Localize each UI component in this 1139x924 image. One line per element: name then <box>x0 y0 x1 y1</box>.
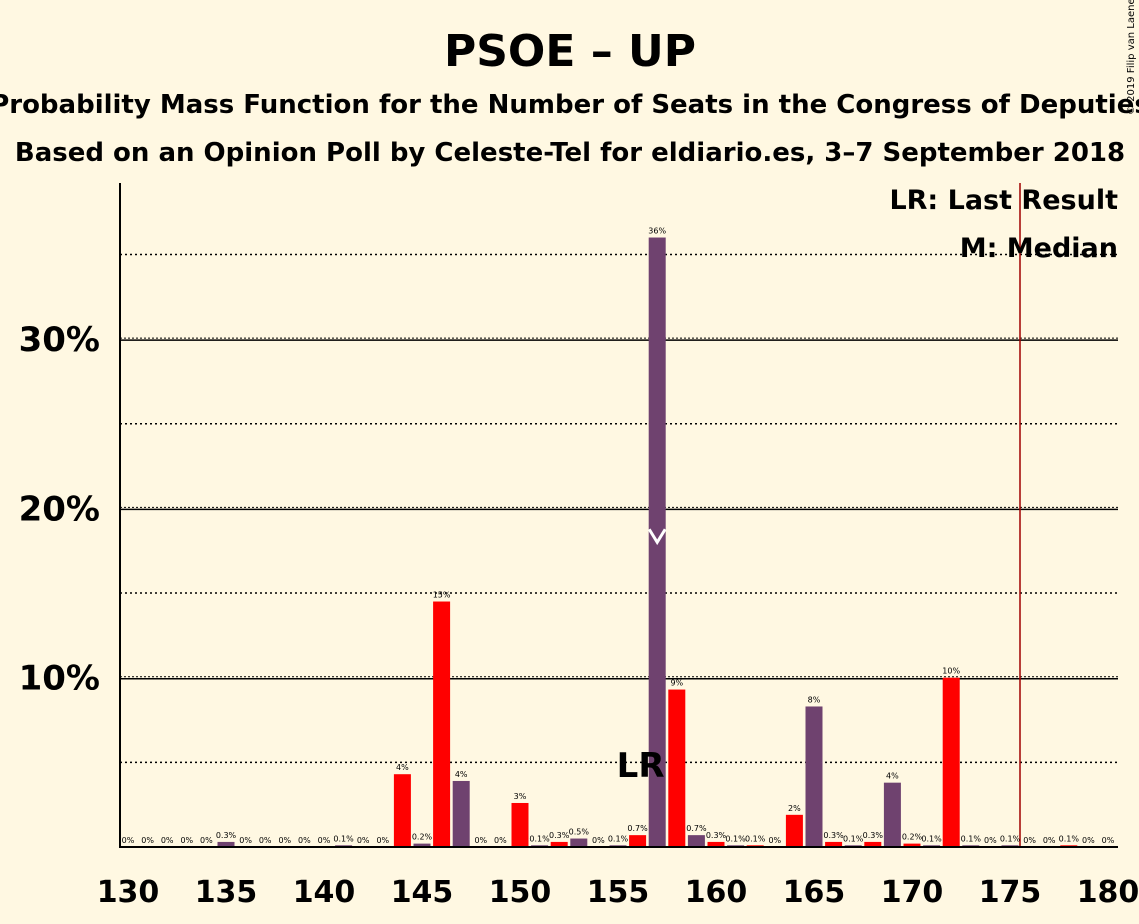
bar-label-160: 0.3% <box>706 831 727 840</box>
bar-seat-165 <box>805 706 823 847</box>
bar-labels-group: 0% 0% 0% 0% 0%0.3%0% 0% 0% 0% 0% 0.1% 0% 0%4%0.2%15… <box>122 227 1115 845</box>
bar-label-175: 0.1% <box>1000 834 1021 843</box>
bar-label-161: 0.1% <box>725 834 746 843</box>
chart-subtitle-2: Based on an Opinion Poll by Celeste-Tel … <box>15 138 1125 168</box>
bar-label-177: 0% <box>1043 836 1056 845</box>
bar-label-178: 0.1% <box>1059 834 1080 843</box>
x-tick-label: 175 <box>979 875 1042 910</box>
grid-lines <box>120 183 1118 847</box>
bar-label-140: 0% <box>318 836 331 845</box>
bar-label-141: 0.1% <box>333 834 354 843</box>
bar-label-131: 0% <box>141 836 154 845</box>
bar-seat-145 <box>413 843 431 847</box>
last-result-marker: LR <box>617 746 665 786</box>
bars-group <box>217 237 1078 847</box>
bar-label-180: 0% <box>1102 836 1115 845</box>
bar-seat-156 <box>629 835 647 847</box>
bar-seat-152 <box>550 841 568 847</box>
bar-label-176: 0% <box>1023 836 1036 845</box>
bar-label-162: 0.1% <box>745 834 766 843</box>
x-tick-label: 140 <box>293 875 356 910</box>
legend-last-result: LR: Last Result <box>889 185 1118 216</box>
bar-seat-146 <box>433 601 451 847</box>
x-tick-label: 135 <box>195 875 258 910</box>
bar-label-174: 0% <box>984 836 997 845</box>
bar-seat-144 <box>393 774 411 847</box>
bar-label-133: 0% <box>180 836 193 845</box>
bar-label-168: 0.3% <box>863 831 884 840</box>
bar-label-155: 0.1% <box>608 834 629 843</box>
chart-title: PSOE – UP <box>444 26 696 77</box>
bar-label-169: 4% <box>886 772 899 781</box>
bar-label-150: 3% <box>514 792 527 801</box>
bar-label-130: 0% <box>122 836 135 845</box>
bar-label-157: 36% <box>648 227 666 236</box>
bar-seat-160 <box>707 841 725 847</box>
y-tick-label: 30% <box>19 320 100 360</box>
legend-median: M: Median <box>960 233 1118 264</box>
bar-label-172: 10% <box>942 667 960 676</box>
bar-label-134: 0% <box>200 836 213 845</box>
x-tick-label: 180 <box>1077 875 1139 910</box>
bar-label-147: 4% <box>455 770 468 779</box>
bar-label-148: 0% <box>474 836 487 845</box>
bar-seat-159 <box>687 835 705 847</box>
bar-seat-170 <box>903 843 921 847</box>
x-tick-label: 130 <box>97 875 160 910</box>
bar-seat-135 <box>217 841 235 847</box>
bar-label-137: 0% <box>259 836 272 845</box>
bar-seat-147 <box>452 780 470 847</box>
bar-label-158: 9% <box>670 679 683 688</box>
bar-label-132: 0% <box>161 836 174 845</box>
median-marker <box>647 528 667 546</box>
x-tick-label: 145 <box>391 875 454 910</box>
bar-label-151: 0.1% <box>529 834 550 843</box>
bar-label-170: 0.2% <box>902 833 923 842</box>
x-tick-label: 160 <box>685 875 748 910</box>
x-tick-label: 165 <box>783 875 846 910</box>
bar-label-156: 0.7% <box>627 824 648 833</box>
x-tick-label: 170 <box>881 875 944 910</box>
bar-label-138: 0% <box>278 836 291 845</box>
bar-seat-150 <box>511 802 529 847</box>
bar-label-152: 0.3% <box>549 831 570 840</box>
bar-label-179: 0% <box>1082 836 1095 845</box>
bar-label-144: 4% <box>396 763 409 772</box>
bar-label-154: 0% <box>592 836 605 845</box>
x-tick-label: 155 <box>587 875 650 910</box>
bar-label-139: 0% <box>298 836 311 845</box>
bar-label-149: 0% <box>494 836 507 845</box>
copyright-text: © 2019 Filip van Laenen <box>1126 0 1137 115</box>
bar-label-165: 8% <box>808 695 821 704</box>
bar-label-163: 0% <box>768 836 781 845</box>
bar-seat-164 <box>785 814 803 847</box>
bar-seat-169 <box>883 782 901 847</box>
bar-label-143: 0% <box>376 836 389 845</box>
y-tick-label: 10% <box>19 659 100 699</box>
bar-label-164: 2% <box>788 804 801 813</box>
x-tick-label: 150 <box>489 875 552 910</box>
bar-label-153: 0.5% <box>569 828 590 837</box>
y-tick-label: 20% <box>19 489 100 529</box>
bar-label-159: 0.7% <box>686 824 707 833</box>
bar-label-171: 0.1% <box>921 834 942 843</box>
bar-seat-172 <box>942 677 960 847</box>
bar-label-166: 0.3% <box>823 831 844 840</box>
bar-label-145: 0.2% <box>412 833 433 842</box>
bar-seat-158 <box>668 689 686 847</box>
bar-label-167: 0.1% <box>843 834 864 843</box>
bar-seat-166 <box>825 841 843 847</box>
bar-seat-168 <box>864 841 882 847</box>
chart-subtitle: Probability Mass Function for the Number… <box>0 90 1139 120</box>
bar-label-146: 15% <box>433 591 451 600</box>
bar-seat-153 <box>570 838 588 847</box>
axes-group: 10% 20% 30% 130 135 140 145 150 155 160 165 170 175 1… <box>19 183 1139 910</box>
bar-label-136: 0% <box>239 836 252 845</box>
bar-label-142: 0% <box>357 836 370 845</box>
bar-label-135: 0.3% <box>216 831 237 840</box>
bar-label-173: 0.1% <box>961 834 982 843</box>
